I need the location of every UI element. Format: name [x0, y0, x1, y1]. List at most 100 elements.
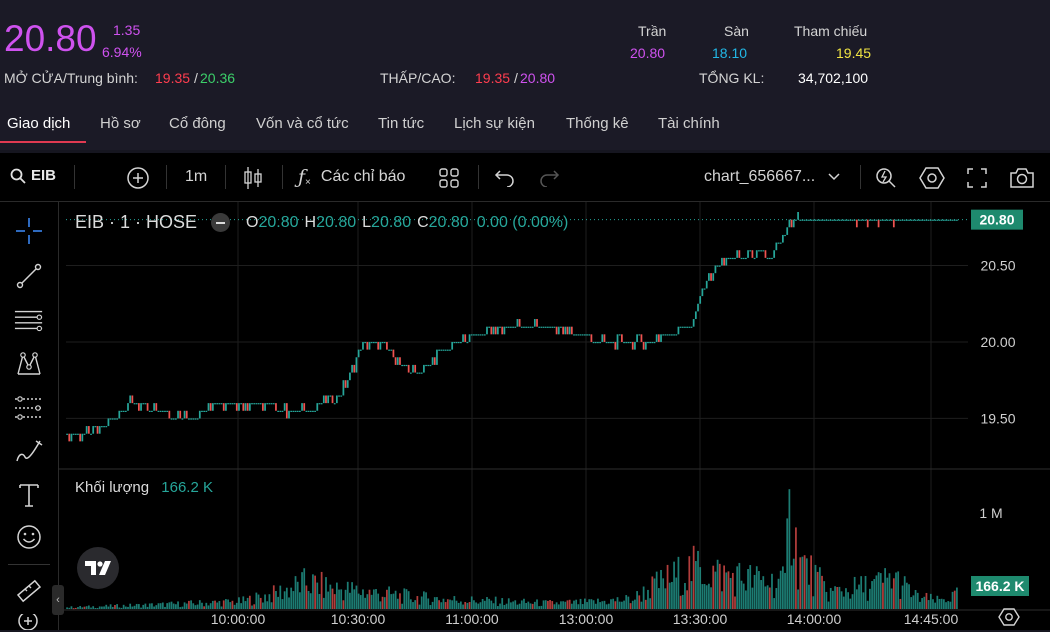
add-circle-icon [127, 167, 149, 189]
volume-bar [157, 603, 160, 609]
candle [109, 418, 112, 420]
tab-tin-tuc[interactable]: Tin tức [378, 115, 425, 132]
volume-bar [527, 601, 530, 609]
text-tool[interactable] [14, 480, 44, 510]
tradingview-logo[interactable] [77, 547, 119, 589]
volume-bar [529, 603, 532, 609]
volume-bar [755, 566, 758, 609]
volume-bar [942, 599, 945, 609]
tab-co-dong[interactable]: Cổ đông [169, 115, 226, 132]
indicators-button[interactable]: ƒ × Các chỉ báo [298, 166, 405, 188]
candle [155, 403, 158, 411]
zoom-tool[interactable] [14, 614, 44, 630]
candle [451, 341, 454, 350]
volume-bar [211, 600, 214, 609]
volume-bar [584, 598, 586, 609]
candle [129, 395, 132, 404]
settings-button[interactable] [919, 166, 945, 190]
volume-bar [716, 559, 719, 609]
volume-bar [68, 607, 71, 609]
collapse-legend-button[interactable] [211, 213, 231, 232]
collapse-toolbar-button[interactable]: ‹ [52, 585, 64, 615]
volume-bar [664, 588, 667, 609]
candle [375, 341, 377, 344]
candle [460, 341, 462, 344]
candle [403, 364, 406, 367]
tab-von-va-co-tuc[interactable]: Vốn và cổ tức [256, 115, 349, 132]
tab-ho-so[interactable]: Hồ sơ [100, 115, 141, 132]
volume-bar [242, 596, 245, 609]
emoji-tool[interactable] [14, 522, 44, 552]
volume-bar [642, 586, 645, 609]
redo-button[interactable] [538, 167, 560, 187]
volume-bar [351, 582, 353, 609]
compare-add-button[interactable] [126, 166, 150, 190]
volume-bar [816, 571, 819, 609]
volume-bar [538, 606, 541, 609]
high-label: H [304, 213, 317, 231]
open-avg-slash: / [194, 70, 198, 86]
candle [738, 250, 741, 258]
layouts-button[interactable] [438, 167, 460, 189]
candle [242, 403, 245, 411]
time-axis-label: 10:30:00 [331, 611, 386, 627]
price-axis-label: 20.50 [980, 258, 1015, 274]
candle [533, 319, 536, 327]
volume-bar [457, 602, 460, 609]
prediction-tool[interactable] [14, 393, 44, 423]
brush-tool[interactable] [14, 436, 44, 466]
candle [544, 326, 547, 328]
tab-tai-chinh[interactable]: Tài chính [658, 115, 720, 132]
chart-type-button[interactable] [242, 165, 264, 191]
fib-tool[interactable] [14, 305, 44, 335]
undo-button[interactable] [494, 167, 516, 187]
volume-bar [575, 599, 578, 609]
tab-giao-dich[interactable]: Giao dịch [7, 115, 71, 132]
volume-bar [394, 590, 397, 609]
trendline-tool[interactable] [14, 261, 44, 291]
tab-thong-ke[interactable]: Thống kê [566, 115, 629, 132]
fullscreen-button[interactable] [966, 167, 988, 189]
chart-settings-button[interactable] [998, 607, 1020, 632]
quick-search-button[interactable] [874, 166, 898, 190]
crosshair-tool[interactable] [14, 216, 44, 246]
candle [912, 219, 915, 221]
candle [892, 219, 895, 228]
reference-label: Tham chiếu [794, 23, 868, 39]
candle [299, 410, 301, 412]
candle [309, 410, 312, 412]
volume-bar [945, 602, 947, 609]
pattern-tool[interactable] [14, 349, 44, 379]
price-volume-chart[interactable]: 20.50 20.00 19.50 20.80 1 M 166.2 K 10:00:00 10… [58, 202, 1050, 630]
volume-bar [103, 606, 105, 609]
candle [394, 357, 397, 365]
hexagon-gear-icon [998, 608, 1020, 626]
candle [531, 326, 534, 328]
tab-lich-su-kien[interactable]: Lịch sự kiện [454, 115, 535, 132]
candle [638, 334, 641, 336]
volume-bar [90, 607, 92, 609]
volume-bar [362, 589, 364, 609]
candle [614, 341, 617, 350]
candle [220, 403, 223, 405]
symbol-search-button[interactable]: EIB [10, 167, 56, 184]
volume-bar [677, 556, 680, 609]
volume-bar [181, 606, 184, 609]
candle [797, 212, 799, 220]
candle [101, 426, 103, 428]
volume-bar [288, 597, 290, 609]
volume-bar [168, 602, 171, 609]
candle [953, 219, 956, 221]
candle [921, 219, 923, 221]
trendline-icon [16, 263, 42, 289]
volume-bar [159, 603, 162, 609]
measure-tool[interactable] [14, 576, 44, 606]
volume-bar [279, 585, 282, 609]
candle [760, 250, 762, 252]
candle [540, 326, 543, 328]
ceiling-label: Trần [638, 23, 667, 39]
screenshot-button[interactable] [1009, 166, 1035, 190]
interval-button[interactable]: 1m [185, 168, 207, 186]
chart-layout-select[interactable]: chart_656667... [704, 168, 841, 186]
volume-bar [860, 576, 863, 609]
